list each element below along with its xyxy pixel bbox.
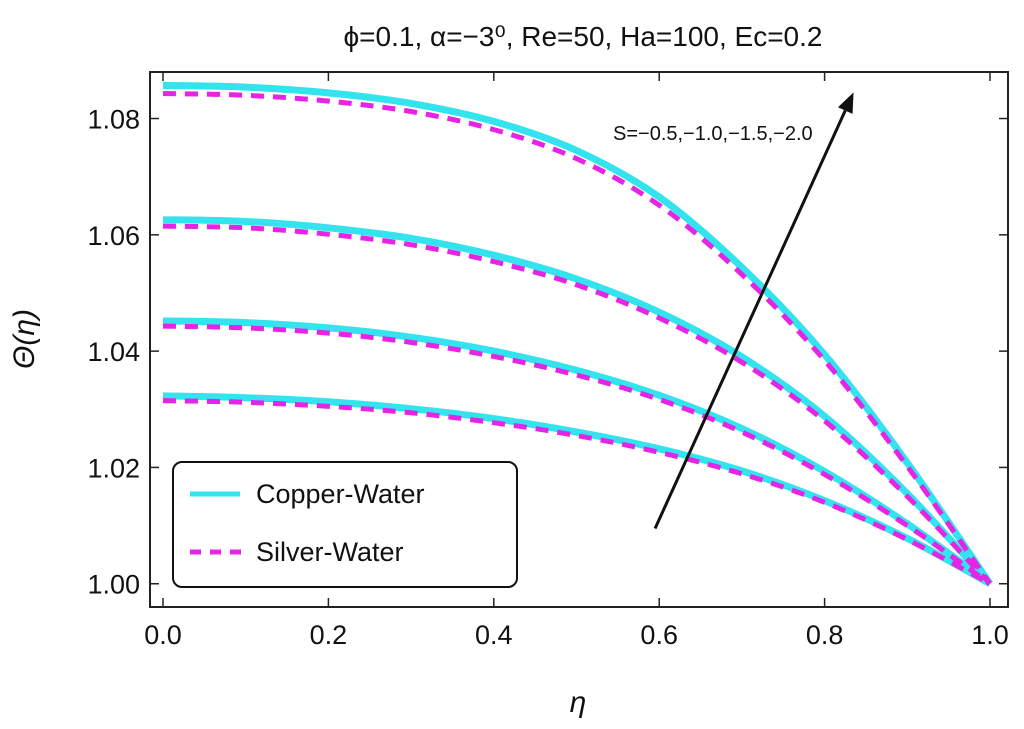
x-tick-label: 0.6	[640, 620, 678, 650]
y-tick-label: 1.06	[87, 221, 140, 251]
parameter-arrowhead	[837, 92, 854, 114]
series-line-silver-water-sneg1_0	[162, 323, 992, 586]
legend-label-silver-water: Silver-Water	[256, 537, 404, 567]
x-axis-label: η	[570, 686, 587, 719]
x-tick-label: 0.8	[806, 620, 844, 650]
parameter-annotation: S=−0.5,−1.0,−1.5,−2.0	[613, 123, 813, 145]
x-tick-label: 1.0	[971, 620, 1009, 650]
y-tick-label: 1.00	[87, 570, 140, 600]
series-line-copper-water-sneg0_5	[162, 392, 992, 587]
y-tick-label: 1.08	[87, 105, 140, 135]
y-tick-label: 1.02	[87, 453, 140, 483]
series-layer	[162, 81, 993, 587]
chart-title: ϕ=0.1, α=−3⁰, Re=50, Ha=100, Ec=0.2	[344, 21, 823, 52]
x-tick-label: 0.0	[144, 620, 182, 650]
legend-label-copper-water: Copper-Water	[256, 479, 425, 509]
y-axis-label: Θ(η)	[8, 309, 41, 369]
parameter-arrow	[653, 109, 847, 530]
legend: Copper-Water Silver-Water	[172, 461, 518, 588]
ticks-layer: 0.0 0.2 0.4 0.6 0.8 1.0 1.00 1.02 1.04 1.06 1.08	[87, 72, 1009, 650]
y-tick-label: 1.04	[87, 337, 140, 367]
series-line-silver-water-sneg1_5	[162, 223, 992, 586]
x-tick-label: 0.4	[475, 620, 513, 650]
series-line-copper-water-sneg1_0	[162, 317, 993, 587]
series-line-copper-water-sneg2_0	[162, 81, 993, 586]
series-line-silver-water-sneg0_5	[162, 398, 992, 586]
x-tick-label: 0.2	[310, 620, 348, 650]
legend-box	[172, 461, 518, 588]
series-line-copper-water-sneg1_5	[162, 216, 993, 587]
plot-frame	[149, 71, 1009, 608]
